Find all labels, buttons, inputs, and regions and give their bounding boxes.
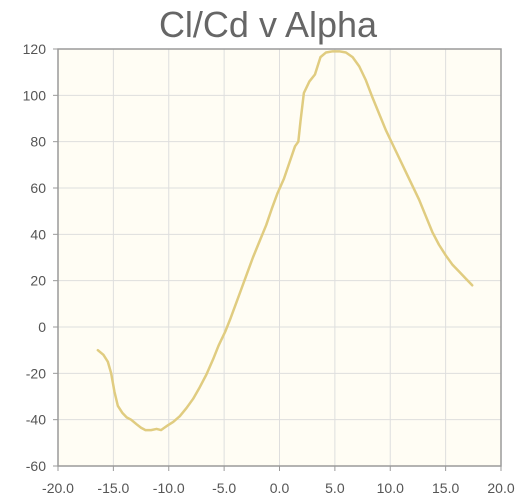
y-tick-label: 120 — [23, 41, 47, 57]
x-axis: -20.0 -15.0 -10.0 -5.0 0.0 5.0 10.0 15.0 20.0 — [42, 466, 515, 496]
y-tick-label: 0 — [38, 319, 46, 335]
x-tick-label: 15.0 — [432, 480, 459, 496]
y-tick-label: -60 — [26, 458, 46, 474]
x-tick-label: -20.0 — [42, 480, 74, 496]
y-tick-label: 100 — [23, 87, 47, 103]
chart-title: Cl/Cd v Alpha — [159, 4, 378, 45]
y-tick-label: 20 — [30, 273, 46, 289]
series-layer — [96, 50, 474, 432]
x-tick-label: -10.0 — [153, 480, 185, 496]
y-tick-label: 80 — [30, 134, 46, 150]
x-tick-label: 20.0 — [487, 480, 514, 496]
x-tick-label: 0.0 — [270, 480, 290, 496]
x-tick-label: 5.0 — [325, 480, 345, 496]
y-tick-label: 60 — [30, 180, 46, 196]
x-tick-label: -15.0 — [97, 480, 129, 496]
y-tick-label: -20 — [26, 365, 46, 381]
y-tick-label: 40 — [30, 226, 46, 242]
series-line-cl-cd — [96, 50, 474, 432]
x-tick-label: 10.0 — [377, 480, 404, 496]
x-tick-label: -5.0 — [212, 480, 236, 496]
y-tick-label: -40 — [26, 412, 46, 428]
y-axis: -60 -40 -20 0 20 40 60 80 100 120 — [23, 41, 58, 474]
